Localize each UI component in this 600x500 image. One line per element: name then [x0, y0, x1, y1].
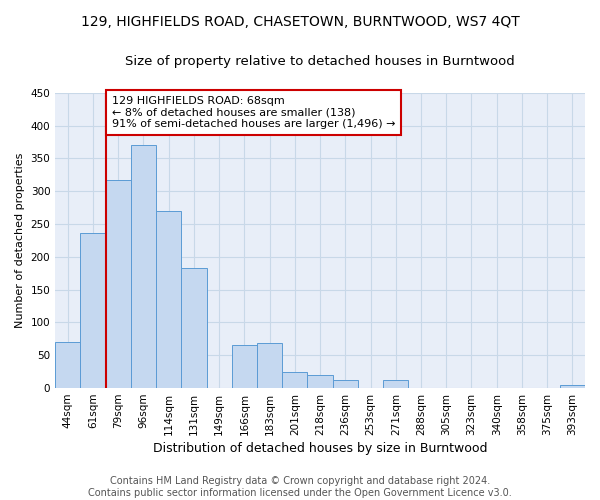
Text: Contains HM Land Registry data © Crown copyright and database right 2024.
Contai: Contains HM Land Registry data © Crown c… — [88, 476, 512, 498]
Title: Size of property relative to detached houses in Burntwood: Size of property relative to detached ho… — [125, 55, 515, 68]
Bar — [232, 346, 257, 388]
Bar — [307, 375, 332, 388]
Bar — [55, 342, 80, 388]
Text: 129 HIGHFIELDS ROAD: 68sqm
← 8% of detached houses are smaller (138)
91% of semi: 129 HIGHFIELDS ROAD: 68sqm ← 8% of detac… — [112, 96, 395, 129]
Bar — [332, 380, 358, 388]
Bar — [106, 180, 131, 388]
Bar — [560, 386, 585, 388]
Bar — [383, 380, 409, 388]
Bar — [257, 344, 282, 388]
Bar — [181, 268, 206, 388]
Bar — [156, 211, 181, 388]
Bar — [282, 372, 307, 388]
Bar — [131, 146, 156, 388]
Text: 129, HIGHFIELDS ROAD, CHASETOWN, BURNTWOOD, WS7 4QT: 129, HIGHFIELDS ROAD, CHASETOWN, BURNTWO… — [80, 15, 520, 29]
X-axis label: Distribution of detached houses by size in Burntwood: Distribution of detached houses by size … — [153, 442, 487, 455]
Bar — [80, 232, 106, 388]
Y-axis label: Number of detached properties: Number of detached properties — [15, 152, 25, 328]
